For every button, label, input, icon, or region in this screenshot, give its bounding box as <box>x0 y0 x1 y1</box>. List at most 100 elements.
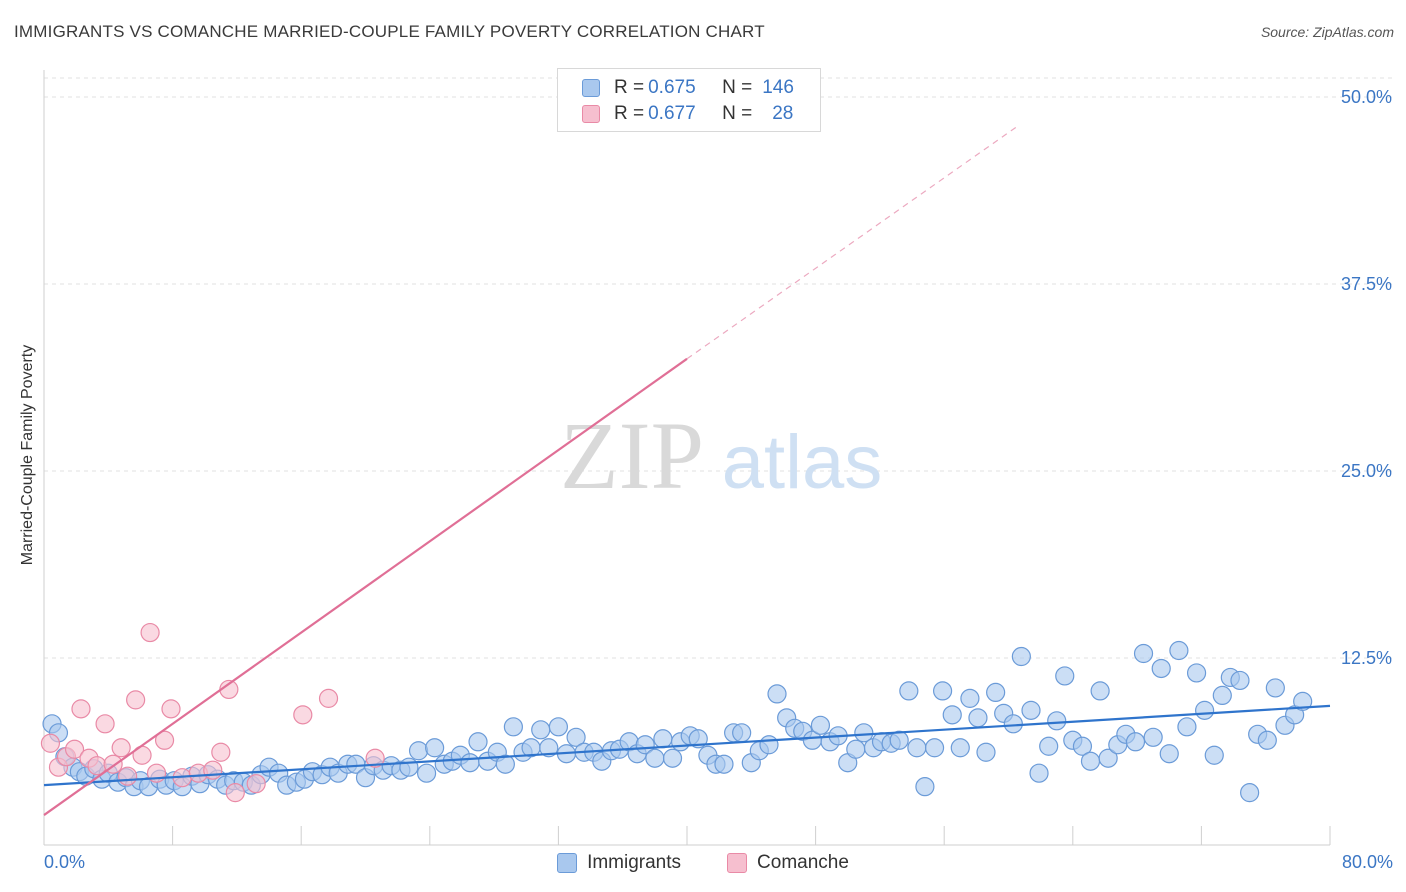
data-point-immigrants <box>1151 658 1171 679</box>
data-point-immigrants <box>759 735 779 755</box>
data-point-comanche <box>111 738 131 758</box>
x-tick-label-max: 80.0% <box>1341 852 1393 872</box>
data-point-immigrants <box>1011 646 1031 667</box>
legend-n-label: N = <box>722 103 753 124</box>
watermark: ZIP atlas <box>560 402 882 509</box>
trend-lines <box>43 126 1331 816</box>
data-point-immigrants <box>1090 681 1110 701</box>
data-point-comanche <box>154 730 175 750</box>
data-point-comanche <box>71 699 91 719</box>
data-point-immigrants <box>539 738 559 758</box>
data-point-immigrants <box>1029 763 1049 783</box>
legend-n-value: 146 <box>762 77 794 98</box>
data-point-comanche <box>225 783 245 803</box>
data-point-immigrants <box>915 777 935 797</box>
data-point-immigrants <box>810 715 831 735</box>
data-point-immigrants <box>714 754 734 774</box>
data-point-immigrants <box>503 717 523 737</box>
y-tick-label: 50.0% <box>1341 87 1392 107</box>
series-comanche <box>40 97 585 803</box>
data-point-immigrants <box>1159 744 1179 764</box>
y-axis-label: Married-Couple Family Poverty <box>19 344 36 566</box>
data-point-immigrants <box>1143 727 1163 747</box>
data-point-immigrants <box>1055 666 1075 686</box>
series-swatch-immigrants <box>557 853 578 873</box>
data-point-immigrants <box>1039 736 1059 756</box>
data-point-immigrants <box>460 753 480 773</box>
series-immigrants <box>42 640 1313 803</box>
data-point-immigrants <box>1177 717 1197 737</box>
data-point-immigrants <box>548 717 569 737</box>
data-point-immigrants <box>425 738 445 758</box>
data-point-immigrants <box>1125 732 1146 752</box>
y-tick-label: 37.5% <box>1341 274 1392 294</box>
data-point-immigrants <box>968 708 988 728</box>
data-point-immigrants <box>1265 678 1285 698</box>
x-tick-label-min: 0.0% <box>44 852 86 872</box>
watermark-atlas: atlas <box>722 420 883 505</box>
data-point-immigrants <box>416 763 437 783</box>
data-point-immigrants <box>732 723 752 743</box>
data-point-immigrants <box>1293 691 1313 711</box>
data-point-immigrants <box>688 729 708 749</box>
series-label-comanche: Comanche <box>757 852 849 873</box>
data-point-immigrants <box>854 723 874 743</box>
data-point-comanche <box>95 714 115 734</box>
data-point-immigrants <box>986 682 1006 703</box>
data-point-immigrants <box>1080 751 1101 771</box>
data-point-comanche <box>126 690 146 710</box>
data-point-immigrants <box>899 681 919 701</box>
data-point-immigrants <box>1072 736 1093 756</box>
y-tick-label: 12.5% <box>1341 648 1392 668</box>
legend-r-value: 0.677 <box>648 103 696 124</box>
series-swatch-comanche <box>727 853 748 873</box>
data-point-comanche <box>211 742 231 762</box>
legend-r-label: R = <box>614 77 645 98</box>
data-point-immigrants <box>960 688 980 708</box>
series-legend-immigrants: Immigrants <box>557 852 681 874</box>
data-point-immigrants <box>889 730 909 750</box>
source-label: Source: ZipAtlas.com <box>1260 24 1394 40</box>
legend-swatch-comanche <box>582 105 600 123</box>
data-point-comanche <box>40 733 61 753</box>
data-point-immigrants <box>1186 663 1207 683</box>
data-point-immigrants <box>1047 711 1067 731</box>
data-point-immigrants <box>1195 700 1215 720</box>
axes <box>43 70 1331 846</box>
data-point-immigrants <box>1098 748 1118 768</box>
data-point-immigrants <box>1021 700 1041 720</box>
series-legend: Immigrants Comanche <box>0 852 1406 874</box>
data-point-comanche <box>318 688 339 708</box>
data-point-immigrants <box>1003 714 1023 734</box>
data-point-immigrants <box>1257 730 1277 750</box>
data-point-comanche <box>140 622 160 643</box>
y-tick-labels: 12.5% 25.0% 37.5% 50.0% <box>1341 87 1392 668</box>
data-point-immigrants <box>653 729 673 749</box>
data-point-immigrants <box>976 742 996 762</box>
data-point-immigrants <box>1133 643 1154 664</box>
data-point-immigrants <box>1204 745 1224 765</box>
data-point-immigrants <box>1212 685 1232 706</box>
legend-n-value: 28 <box>772 103 794 124</box>
data-point-immigrants <box>1240 783 1260 803</box>
series-legend-comanche: Comanche <box>727 852 849 874</box>
data-point-comanche <box>293 705 313 725</box>
data-point-comanche <box>246 774 266 794</box>
data-point-comanche <box>203 760 223 780</box>
correlation-legend: R = 0.675 N = 146 R = 0.677 N = 28 <box>557 68 821 132</box>
data-points <box>40 97 1313 803</box>
gridlines <box>44 77 1394 659</box>
data-point-comanche <box>365 748 385 768</box>
trend-line-immigrants <box>43 704 1331 787</box>
data-point-immigrants <box>566 727 586 747</box>
legend-r-label: R = <box>614 103 645 124</box>
data-point-immigrants <box>531 720 551 740</box>
data-point-immigrants <box>399 757 419 777</box>
data-point-immigrants <box>408 741 429 761</box>
trend-line-extension-comanche <box>686 126 1017 360</box>
data-point-immigrants <box>932 681 953 701</box>
data-point-immigrants <box>767 684 787 704</box>
legend-row-comanche: R = 0.677 N = 28 <box>582 102 793 126</box>
data-point-immigrants <box>468 732 488 752</box>
